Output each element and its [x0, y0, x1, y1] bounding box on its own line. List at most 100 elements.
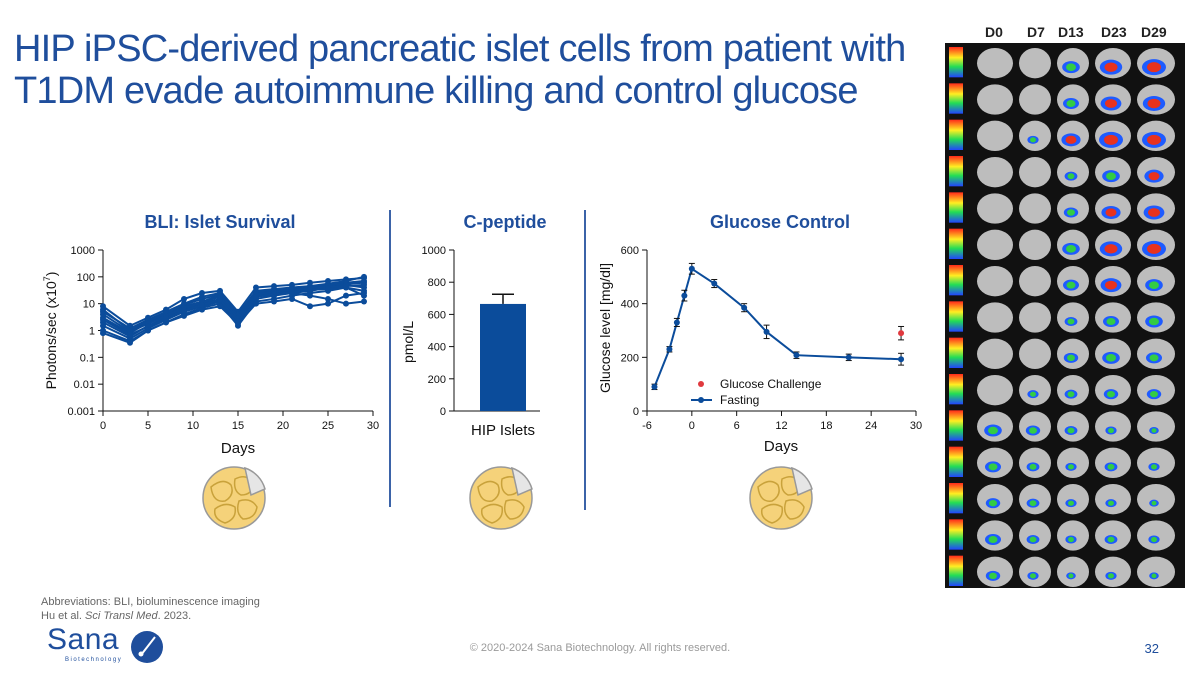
bli-signal-core — [1067, 318, 1075, 325]
bli-signal-core — [989, 572, 997, 580]
cpeptide-category-label: HIP Islets — [471, 422, 535, 439]
bli-signal-core — [1068, 464, 1074, 470]
bli-signal-core — [1149, 354, 1159, 362]
bli-signal-core — [1068, 500, 1074, 506]
bli-y-tick-label: 10 — [83, 299, 95, 311]
bli-signal-core — [1104, 62, 1118, 72]
divider-left — [389, 210, 391, 507]
bli-signal-core — [1147, 134, 1161, 145]
mouse-image — [977, 338, 1013, 370]
bli-signal-core — [989, 499, 997, 507]
abbreviations-note: Abbreviations: BLI, bioluminescence imag… — [41, 596, 260, 608]
bli-signal-core — [1107, 390, 1115, 398]
bli-signal-core — [1029, 536, 1037, 543]
bli-signal-core — [1151, 536, 1157, 543]
page-number: 32 — [1144, 641, 1159, 656]
bli-signal-core — [1067, 173, 1075, 180]
bli-signal-core — [1068, 573, 1074, 579]
mouse-image — [1137, 520, 1175, 551]
bli-signal-core — [1108, 500, 1114, 506]
imaging-color-scale — [949, 156, 963, 187]
mouse-image — [977, 375, 1013, 406]
cpeptide-y-tick-label: 400 — [428, 342, 446, 354]
glucose-fasting-point — [688, 265, 695, 272]
bli-signal-core — [988, 426, 998, 435]
mouse-image — [977, 120, 1013, 151]
mouse-image — [1019, 120, 1051, 151]
cpeptide-chart-title: C-peptide — [463, 212, 547, 232]
mouse-image — [1057, 447, 1089, 479]
glucose-x-tick-label: 0 — [689, 420, 695, 432]
bli-signal-core — [1105, 99, 1117, 108]
mouse-image — [977, 84, 1013, 115]
cpeptide-y-tick-label: 600 — [428, 309, 446, 321]
cpeptide-y-axis-label: pmol/L — [400, 320, 416, 364]
bli-signal-core — [1108, 573, 1114, 579]
imaging-color-scale — [949, 119, 963, 150]
bli-chart-title: BLI: Islet Survival — [144, 212, 296, 232]
glucose-chart-title: Glucose Control — [709, 212, 850, 232]
bli-signal-core — [1151, 464, 1157, 470]
bli-signal-core — [1151, 500, 1157, 506]
cpeptide-y-tick-label: 200 — [428, 374, 446, 386]
mouse-image — [1137, 447, 1175, 479]
bli-x-tick-label: 5 — [145, 420, 151, 432]
glucose-x-tick-label: 24 — [865, 420, 877, 432]
cpeptide-y-tick-label: 800 — [428, 277, 446, 289]
glucose-challenge-point — [898, 330, 905, 337]
copyright: © 2020-2024 Sana Biotechnology. All righ… — [469, 642, 731, 654]
imaging-color-scale — [949, 228, 963, 259]
bli-data-point — [307, 287, 313, 294]
slide-title-line-2: T1DM evade autoimmune killing and contro… — [14, 70, 859, 112]
bli-data-point — [181, 295, 187, 302]
sana-logo: Sana Biotechnology — [47, 623, 167, 667]
bli-imaging-grid — [949, 47, 1175, 587]
imaging-color-scale — [949, 483, 963, 514]
mouse-image — [1095, 484, 1131, 515]
bli-data-point — [127, 331, 133, 338]
citation-year: . 2023. — [157, 610, 192, 622]
imaging-color-scale — [949, 301, 963, 332]
bli-data-point — [325, 285, 331, 292]
bli-signal-core — [1149, 317, 1159, 326]
bli-y-tick-label: 0.01 — [74, 379, 95, 391]
bli-signal-core — [1106, 354, 1116, 362]
bli-signal-core — [1106, 318, 1116, 325]
bli-data-point — [100, 306, 106, 313]
glucose-fasting-point — [845, 354, 852, 361]
glucose-x-tick-label: 12 — [775, 420, 787, 432]
bli-data-point — [253, 293, 259, 300]
mouse-image — [1019, 229, 1051, 260]
mouse-image — [1019, 157, 1051, 188]
mouse-image — [977, 157, 1013, 188]
glucose-y-tick-label: 400 — [621, 299, 639, 311]
glucose-y-tick-label: 600 — [621, 245, 639, 257]
imaging-day-label: D29 — [1141, 24, 1167, 40]
bli-signal-core — [1105, 280, 1117, 290]
glucose-series — [651, 262, 905, 391]
bli-data-point — [217, 296, 223, 303]
bli-data-point — [325, 300, 331, 307]
bli-data-point — [289, 288, 295, 295]
bli-signal-core — [1067, 391, 1075, 398]
citation-journal: Sci Transl Med — [85, 610, 158, 622]
mouse-image — [1057, 484, 1089, 515]
mouse-image — [1019, 338, 1051, 370]
bli-series-line — [102, 289, 365, 332]
bli-signal-core — [1029, 463, 1037, 470]
cpeptide-bar — [480, 303, 526, 411]
mouse-image — [1019, 266, 1051, 297]
glucose-fasting-point — [711, 280, 718, 287]
mouse-image — [1095, 411, 1131, 442]
imaging-day-label: D23 — [1101, 24, 1127, 40]
bli-data-point — [163, 315, 169, 322]
bli-x-tick-label: 25 — [322, 420, 334, 432]
bli-x-tick-label: 10 — [187, 420, 199, 432]
imaging-color-scale — [949, 555, 963, 586]
bli-x-tick-label: 20 — [277, 420, 289, 432]
bli-signal-core — [1066, 63, 1076, 71]
bli-signal-core — [1065, 135, 1077, 144]
glucose-x-tick-label: 30 — [910, 420, 922, 432]
